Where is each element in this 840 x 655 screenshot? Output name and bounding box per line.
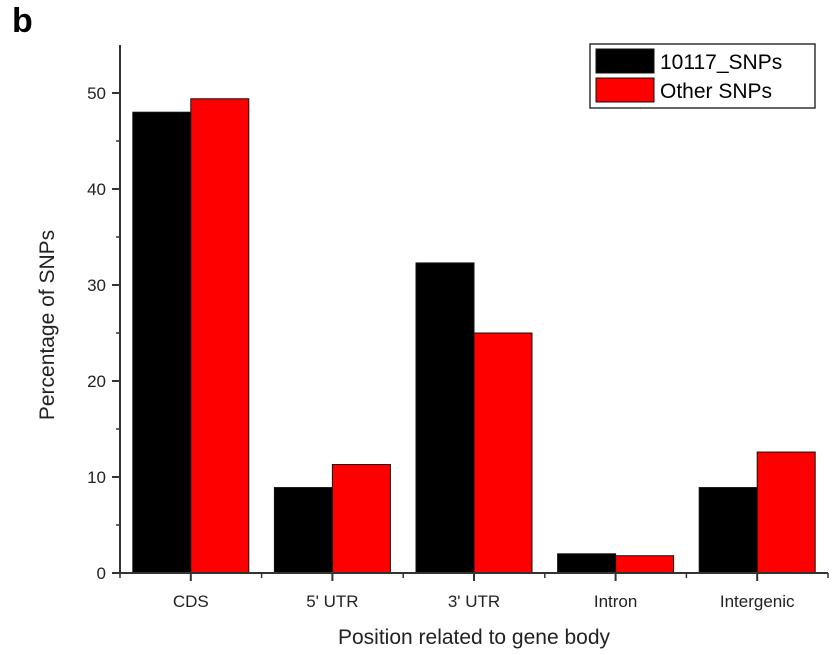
y-tick-label: 20	[87, 372, 106, 391]
bar-series2-2	[473, 332, 533, 574]
bar-series2-3	[615, 555, 675, 574]
y-tick-label: 40	[87, 180, 106, 199]
x-axis-title: Position related to gene body	[338, 626, 611, 649]
x-ticks-group: CDS 5' UTR 3' UTR Intron Intergenic	[119, 573, 829, 611]
legend-swatch-1	[595, 48, 655, 74]
bar-series2-0	[190, 98, 250, 574]
x-tick-label: CDS	[173, 592, 209, 611]
bar-series1-4	[698, 487, 758, 574]
legend-swatch-2	[595, 77, 655, 103]
y-tick-label: 0	[97, 564, 106, 583]
y-tick-label: 50	[87, 84, 106, 103]
y-ticks-group: 0 10 20 30 40 50	[87, 84, 120, 583]
y-tick-label: 10	[87, 468, 106, 487]
legend-label-2: Other SNPs	[660, 80, 772, 103]
x-tick-label: 3' UTR	[448, 592, 500, 611]
x-tick-label: Intergenic	[720, 592, 795, 611]
bar-series1-0	[132, 111, 192, 574]
panel-label: b	[12, 2, 33, 40]
legend-label-1: 10117_SNPs	[660, 51, 782, 74]
bar-series1-3	[557, 553, 617, 574]
x-tick-label: Intron	[594, 592, 637, 611]
bar-series1-2	[415, 262, 475, 574]
x-tick-label: 5' UTR	[306, 592, 358, 611]
bar-series2-4	[756, 451, 816, 574]
bars-group	[132, 98, 816, 574]
bar-series2-1	[331, 464, 391, 574]
y-tick-label: 30	[87, 276, 106, 295]
legend: 10117_SNPs Other SNPs	[589, 43, 816, 109]
bar-series1-1	[273, 487, 333, 574]
y-axis-title: Percentage of SNPs	[36, 230, 59, 420]
